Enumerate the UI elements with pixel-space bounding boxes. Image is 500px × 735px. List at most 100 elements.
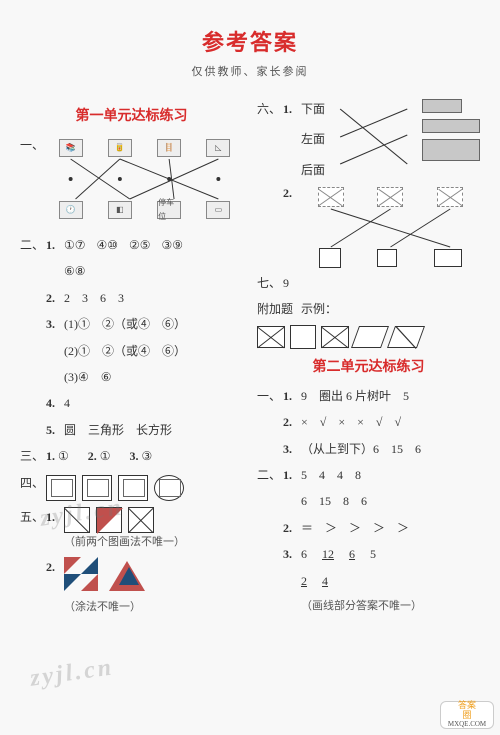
note-text: （画线部分答案不唯一） (301, 597, 480, 616)
section-7: 七、 9 (257, 273, 480, 293)
answer-text: 2 3 6 3 (64, 288, 243, 308)
item-index: 2. (46, 557, 64, 577)
cube-shape (82, 475, 112, 501)
corner-logo: 答案圈 MXQE.COM (440, 701, 494, 729)
answer-text: 4 (64, 393, 243, 413)
square-shape (128, 507, 154, 533)
section-label: 六、 (257, 99, 283, 119)
u2-s2-1a: 二、 1. 5 4 4 8 (257, 465, 480, 485)
item-index: 3. (283, 544, 301, 564)
bonus-section: 附加题 示例： (257, 299, 480, 319)
section-label: 二、 (257, 465, 283, 485)
u2-s1-1: 一、 1. 9 圈出 6 片树叶 5 (257, 386, 480, 406)
matching-diagram: 📚 🥫 🪜 ◺ 🕐 ◧ 停车位 ▭ (46, 139, 243, 219)
item-index: 1. (283, 99, 301, 119)
u2-note: （画线部分答案不唯一） (257, 597, 480, 616)
section-4: 四、 (20, 473, 243, 501)
answer-text: (2)① ②（或④ ⑥） (64, 341, 243, 361)
cube-shape (118, 475, 148, 501)
square-diagrams (64, 507, 243, 533)
section-2-1b: ⑥⑧ (20, 261, 243, 281)
section-5-2: 2. （涂法不唯一） (20, 557, 243, 616)
section-1: 一、 📚 🥫 🪜 ◺ 🕐 ◧ 停车位 ▭ (20, 135, 243, 229)
unit2-title: 第二单元达标练习 (257, 356, 480, 376)
answer-text: 2 4 (301, 571, 480, 591)
item-index: 2. (46, 288, 64, 308)
item-index: 3. (46, 314, 64, 334)
answer-text: × √ × × √ √ (301, 412, 480, 432)
shape-x (257, 326, 285, 348)
section-label: 七、 (257, 273, 283, 293)
cylinder-shape (154, 475, 184, 501)
answer-text: ①⑦ ④⑩ ②⑤ ③⑨ (64, 235, 243, 255)
item-index: 2. (283, 183, 301, 203)
pinwheel-shapes (64, 557, 243, 597)
section-2-3c: (3)④ ⑥ (20, 367, 243, 387)
shape-x (321, 326, 349, 348)
note-text: （涂法不唯一） (64, 598, 243, 617)
item-index: 3. (283, 439, 301, 459)
shape-tri (291, 326, 315, 348)
section-label: 四、 (20, 473, 46, 493)
u2-s2-3b: 2 4 (257, 571, 480, 591)
note-text: （前两个图画法不唯一） (64, 533, 243, 552)
bonus-shapes (257, 326, 480, 348)
section-2-3b: (2)① ②（或④ ⑥） (20, 341, 243, 361)
section-2-3a: 3. (1)① ②（或④ ⑥） (20, 314, 243, 334)
left-column: 第一单元达标练习 一、 📚 🥫 🪜 ◺ 🕐 ◧ (20, 99, 243, 622)
item-index: 1. (283, 386, 301, 406)
unit1-title: 第一单元达标练习 (20, 105, 243, 125)
item-index: 1. (46, 235, 64, 255)
section-label: 二、 (20, 235, 46, 255)
item-index: 4. (46, 393, 64, 413)
page-subtitle: 仅供教师、家长参阅 (20, 63, 480, 79)
u2-s2-2: 2. ＝ ＞ ＞ ＞ ＞ (257, 518, 480, 538)
section-label: 三、 (20, 446, 46, 466)
view-matching: 下面 左面 后面 (301, 99, 480, 177)
section-2-5: 5. 圆 三角形 长方形 (20, 420, 243, 440)
answer-text: 9 圈出 6 片树叶 5 (301, 386, 480, 406)
answer-key-page: 参考答案 仅供教师、家长参阅 第一单元达标练习 一、 📚 🥫 🪜 ◺ (0, 0, 500, 735)
answer-text: ⑥⑧ (64, 261, 243, 281)
section-label: 一、 (20, 135, 46, 155)
section-3: 三、 1. ① 2. ① 3. ③ (20, 446, 243, 466)
u2-s1-3: 3. （从上到下）6 15 6 (257, 439, 480, 459)
item-index: 1. (46, 507, 64, 527)
u2-s1-2: 2. × √ × × √ √ (257, 412, 480, 432)
answer-text: （从上到下）6 15 6 (301, 439, 480, 459)
rect-outline (434, 249, 462, 267)
shape-par (387, 326, 425, 348)
section-label: 一、 (257, 386, 283, 406)
match-lines (301, 99, 480, 177)
answer-text: (3)④ ⑥ (64, 367, 243, 387)
section-label: 五、 (20, 507, 46, 527)
bonus-text: 示例： (301, 299, 480, 319)
square-outline (377, 249, 397, 267)
section-5-1: 五、 1. （前两个图画法不唯一） (20, 507, 243, 552)
cube-shape (46, 475, 76, 501)
section-6-1: 六、 1. 下面 左面 后面 (257, 99, 480, 177)
item-index: 2. (283, 518, 301, 538)
answer-text: 圆 三角形 长方形 (64, 420, 243, 440)
section-2-2: 2. 2 3 6 3 (20, 288, 243, 308)
answer-text: (1)① ②（或④ ⑥） (64, 314, 243, 334)
pinwheel-shape (64, 557, 98, 591)
answer-text: 6 12 6 5 (301, 544, 480, 564)
item-index: 1. (283, 465, 301, 485)
square-shape (96, 507, 122, 533)
triangle-outline (320, 249, 340, 267)
section-2-4: 4. 4 (20, 393, 243, 413)
answer-text: ＝ ＞ ＞ ＞ ＞ (301, 518, 480, 538)
u2-s2-1b: 6 15 8 6 (257, 491, 480, 511)
u2-s2-3: 3. 6 12 6 5 (257, 544, 480, 564)
bonus-label: 附加题 (257, 299, 301, 319)
cube-shapes (46, 475, 243, 501)
right-column: 六、 1. 下面 左面 后面 (257, 99, 480, 622)
section-6-2: 2. (257, 183, 480, 267)
shape-matching (301, 187, 480, 267)
answer-text: 5 4 4 8 (301, 465, 480, 485)
page-title: 参考答案 (20, 25, 480, 57)
item-index: 5. (46, 420, 64, 440)
triangle-shape (109, 561, 145, 591)
answer-text: 9 (283, 273, 480, 293)
